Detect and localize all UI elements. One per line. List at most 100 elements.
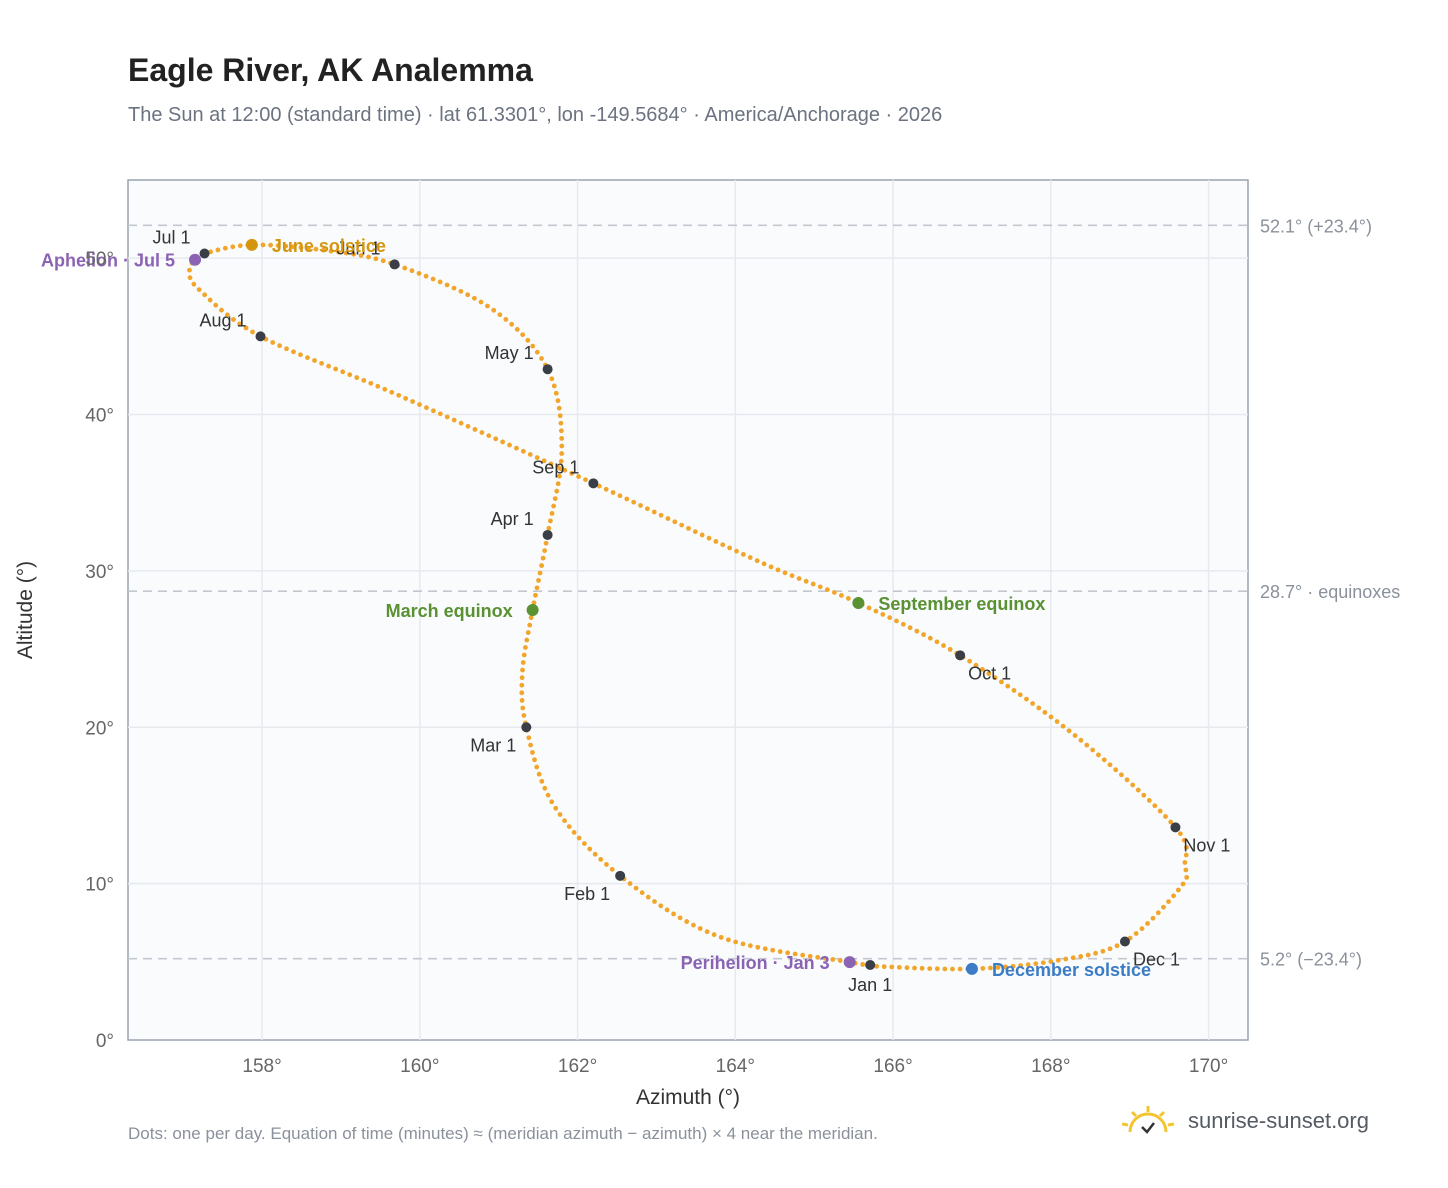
daily-sun-dot bbox=[328, 248, 334, 254]
daily-sun-dot bbox=[556, 405, 562, 411]
reference-line-label: 52.1° (+23.4°) bbox=[1260, 216, 1372, 236]
daily-sun-dot bbox=[921, 632, 927, 638]
daily-sun-dot bbox=[519, 698, 525, 703]
daily-sun-dot bbox=[354, 375, 360, 380]
daily-sun-dot bbox=[219, 307, 224, 313]
daily-sun-dot bbox=[260, 242, 266, 248]
daily-sun-dot bbox=[557, 473, 562, 479]
daily-sun-dot bbox=[699, 532, 705, 538]
month-marker-dot bbox=[1119, 936, 1130, 947]
daily-sun-dot bbox=[880, 611, 886, 617]
chart-subtitle: The Sun at 12:00 (standard time) · lat 6… bbox=[128, 104, 943, 126]
daily-sun-dot bbox=[520, 332, 526, 338]
daily-sun-dot bbox=[1152, 803, 1158, 809]
daily-sun-dot bbox=[1135, 787, 1141, 793]
daily-sun-dot bbox=[458, 420, 464, 426]
daily-sun-dot bbox=[532, 757, 537, 763]
daily-sun-dot bbox=[553, 805, 559, 811]
daily-sun-dot bbox=[934, 639, 940, 645]
daily-sun-dot bbox=[527, 622, 533, 628]
daily-sun-dot bbox=[268, 242, 274, 248]
daily-sun-dot bbox=[755, 944, 761, 950]
daily-sun-dot bbox=[410, 399, 415, 404]
daily-sun-dot bbox=[291, 349, 296, 355]
daily-sun-dot bbox=[554, 488, 560, 494]
daily-sun-dot bbox=[520, 705, 526, 711]
daily-sun-dot bbox=[207, 297, 213, 303]
daily-sun-dot bbox=[1155, 910, 1161, 916]
month-marker-label: Feb 1 bbox=[564, 884, 610, 904]
daily-sun-dot bbox=[980, 965, 986, 971]
daily-sun-dot bbox=[224, 312, 230, 318]
x-tick-label: 164° bbox=[716, 1056, 755, 1077]
daily-sun-dot bbox=[277, 343, 282, 349]
month-marker-label: Nov 1 bbox=[1183, 835, 1230, 855]
month-markers: Jan 1 Feb 1 Mar 1 Apr 1 May 1 Jun 1 Jul 1 Aug 1… bbox=[152, 227, 1230, 994]
daily-sun-dot bbox=[1100, 948, 1106, 954]
daily-sun-dot bbox=[1024, 696, 1029, 702]
daily-sun-dot bbox=[725, 937, 731, 943]
daily-sun-dot bbox=[336, 249, 341, 255]
daily-sun-dot bbox=[196, 287, 202, 293]
daily-sun-dot bbox=[571, 829, 577, 835]
daily-sun-dot bbox=[1066, 728, 1072, 734]
month-marker-label: Jul 1 bbox=[152, 227, 190, 247]
daily-sun-dot bbox=[534, 585, 540, 591]
sun-check-icon bbox=[1121, 1106, 1175, 1134]
daily-sun-dot bbox=[549, 799, 555, 805]
month-marker-label: Mar 1 bbox=[470, 735, 516, 755]
daily-sun-dot bbox=[711, 932, 717, 938]
daily-sun-dot bbox=[187, 275, 193, 281]
brand[interactable]: sunrise-sunset.org bbox=[1120, 1104, 1369, 1138]
daily-sun-dot bbox=[838, 593, 844, 598]
daily-sun-dot bbox=[444, 282, 450, 288]
daily-sun-dot bbox=[761, 561, 767, 567]
daily-sun-dot bbox=[424, 405, 429, 411]
month-marker-label: Jan 1 bbox=[848, 975, 892, 995]
daily-sun-dot bbox=[382, 386, 388, 392]
daily-sun-dot bbox=[521, 713, 527, 718]
daily-sun-dot bbox=[617, 493, 623, 499]
daily-sun-dot bbox=[305, 355, 310, 361]
daily-sun-dot bbox=[343, 250, 349, 256]
daily-sun-dot bbox=[912, 965, 917, 971]
daily-sun-dot bbox=[581, 841, 587, 846]
daily-sun-dot bbox=[540, 555, 546, 561]
daily-sun-dot bbox=[231, 317, 236, 322]
daily-sun-dot bbox=[837, 958, 843, 963]
daily-sun-dot bbox=[631, 499, 637, 505]
daily-sun-dot bbox=[503, 317, 509, 322]
daily-sun-dot bbox=[1114, 943, 1120, 949]
daily-sun-dot bbox=[530, 343, 536, 349]
daily-sun-dot bbox=[542, 785, 548, 791]
daily-sun-dot bbox=[609, 866, 615, 872]
daily-sun-dot bbox=[894, 618, 899, 624]
daily-sun-dot bbox=[1096, 752, 1101, 758]
month-marker-label: May 1 bbox=[485, 343, 534, 363]
daily-sun-dot bbox=[587, 846, 593, 852]
daily-sun-dot bbox=[677, 915, 683, 921]
daily-sun-dot bbox=[531, 600, 537, 606]
daily-sun-dot bbox=[491, 307, 497, 313]
daily-sun-dot bbox=[672, 519, 678, 525]
daily-sun-dot bbox=[592, 851, 598, 857]
daily-sun-dot bbox=[533, 592, 538, 598]
daily-sun-dot bbox=[402, 265, 408, 271]
daily-sun-dot bbox=[1055, 957, 1061, 963]
daily-sun-dot bbox=[782, 570, 788, 576]
daily-sun-dot bbox=[566, 824, 572, 829]
daily-sun-dot bbox=[551, 383, 557, 389]
daily-sun-dot bbox=[896, 964, 902, 970]
daily-sun-dot bbox=[1161, 904, 1166, 910]
daily-sun-dot bbox=[1141, 792, 1147, 798]
month-marker-label: Sep 1 bbox=[532, 457, 579, 477]
daily-sun-dot bbox=[187, 267, 192, 273]
daily-sun-dot bbox=[624, 496, 630, 502]
daily-sun-dot bbox=[347, 372, 353, 378]
daily-sun-dot bbox=[536, 578, 541, 583]
daily-sun-dot bbox=[658, 903, 664, 909]
daily-sun-dot bbox=[555, 481, 561, 487]
daily-sun-dot bbox=[549, 511, 555, 516]
daily-sun-dot bbox=[720, 542, 726, 548]
